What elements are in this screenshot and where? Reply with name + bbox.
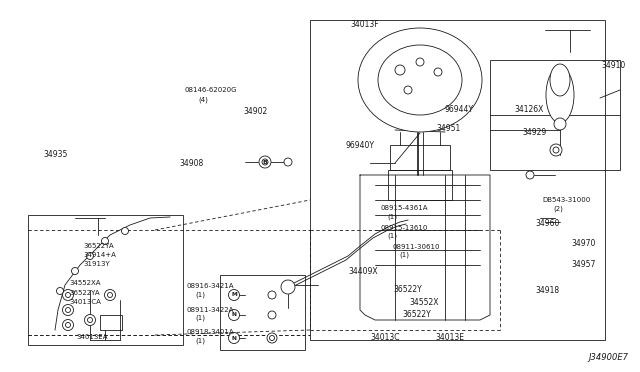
Text: 34957: 34957 (572, 260, 596, 269)
Text: 08146-62020G: 08146-62020G (184, 87, 237, 93)
Text: 96944Y: 96944Y (445, 105, 474, 114)
Text: 08915-13610: 08915-13610 (380, 225, 428, 231)
Circle shape (554, 118, 566, 130)
Circle shape (65, 323, 70, 327)
Circle shape (228, 333, 239, 343)
Circle shape (267, 333, 277, 343)
Circle shape (281, 280, 295, 294)
Ellipse shape (546, 67, 574, 123)
Text: 08911-3422A: 08911-3422A (187, 307, 234, 312)
Circle shape (228, 289, 239, 301)
Text: (2): (2) (554, 205, 563, 212)
Text: 08915-4361A: 08915-4361A (380, 205, 428, 211)
Circle shape (108, 292, 113, 298)
Text: M: M (231, 292, 237, 298)
Circle shape (284, 158, 292, 166)
Circle shape (262, 159, 268, 165)
Circle shape (228, 310, 239, 321)
Text: 34013CA: 34013CA (69, 299, 101, 305)
Circle shape (104, 289, 115, 301)
Text: 34902: 34902 (243, 107, 268, 116)
Text: (1): (1) (399, 252, 410, 259)
Bar (310, 20, 605, 340)
Circle shape (86, 253, 93, 260)
Text: 34960: 34960 (535, 219, 559, 228)
Circle shape (268, 291, 276, 299)
Bar (100, 315, 122, 330)
Circle shape (84, 314, 95, 326)
Text: 36522Y: 36522Y (402, 310, 431, 319)
Text: B: B (262, 160, 268, 164)
Ellipse shape (378, 45, 462, 115)
Circle shape (65, 308, 70, 312)
Text: 34951: 34951 (436, 124, 461, 133)
Text: 08916-3421A: 08916-3421A (187, 283, 234, 289)
Text: 34013E: 34013E (435, 333, 464, 341)
Circle shape (63, 289, 74, 301)
Circle shape (72, 267, 79, 275)
Bar (388, 170, 452, 200)
Text: (1): (1) (195, 292, 205, 298)
Text: 34908: 34908 (179, 159, 204, 168)
Text: 34126X: 34126X (515, 105, 544, 114)
Text: 36522Y: 36522Y (394, 285, 422, 294)
Text: 34910: 34910 (602, 61, 626, 70)
Text: (4): (4) (198, 96, 208, 103)
Circle shape (268, 311, 276, 319)
Text: DB543-31000: DB543-31000 (543, 197, 591, 203)
Text: 36522YA: 36522YA (83, 243, 114, 248)
Text: 34409X: 34409X (348, 267, 378, 276)
Text: N: N (232, 312, 236, 317)
Text: 34970: 34970 (572, 239, 596, 248)
Text: 08911-30610: 08911-30610 (392, 244, 440, 250)
Bar (390, 145, 450, 170)
Text: 96940Y: 96940Y (346, 141, 374, 150)
Bar (28, 215, 183, 345)
Text: (1): (1) (195, 315, 205, 321)
Text: (1): (1) (388, 214, 398, 220)
Circle shape (122, 228, 129, 234)
Text: 34552XA: 34552XA (69, 280, 100, 286)
Circle shape (526, 171, 534, 179)
Bar (405, 62, 435, 70)
Text: 34013EA: 34013EA (77, 334, 108, 340)
Text: 34013F: 34013F (351, 20, 380, 29)
Ellipse shape (550, 64, 570, 96)
Circle shape (416, 58, 424, 66)
Text: J34900E7: J34900E7 (588, 353, 628, 362)
Circle shape (553, 147, 559, 153)
Text: 34918: 34918 (535, 286, 559, 295)
Circle shape (269, 336, 275, 340)
Circle shape (102, 237, 109, 244)
Circle shape (550, 144, 562, 156)
Circle shape (63, 305, 74, 315)
Circle shape (63, 320, 74, 330)
Text: 36522YA: 36522YA (69, 290, 100, 296)
Text: (1): (1) (195, 337, 205, 344)
Ellipse shape (358, 28, 482, 132)
Text: N: N (232, 336, 236, 340)
Text: 31913Y: 31913Y (83, 261, 110, 267)
Bar (490, 60, 620, 170)
Circle shape (259, 156, 271, 168)
Text: 08918-3401A: 08918-3401A (187, 329, 234, 335)
Circle shape (88, 317, 93, 323)
Text: 34013C: 34013C (370, 333, 399, 341)
Circle shape (56, 288, 63, 295)
Text: 34935: 34935 (44, 150, 68, 159)
Text: 34929: 34929 (522, 128, 547, 137)
Bar (220, 275, 305, 350)
Circle shape (65, 292, 70, 298)
Text: 34552X: 34552X (410, 298, 439, 307)
Text: 34914+A: 34914+A (83, 252, 116, 258)
Circle shape (395, 65, 405, 75)
Circle shape (404, 86, 412, 94)
Circle shape (434, 68, 442, 76)
Text: (1): (1) (388, 233, 398, 240)
